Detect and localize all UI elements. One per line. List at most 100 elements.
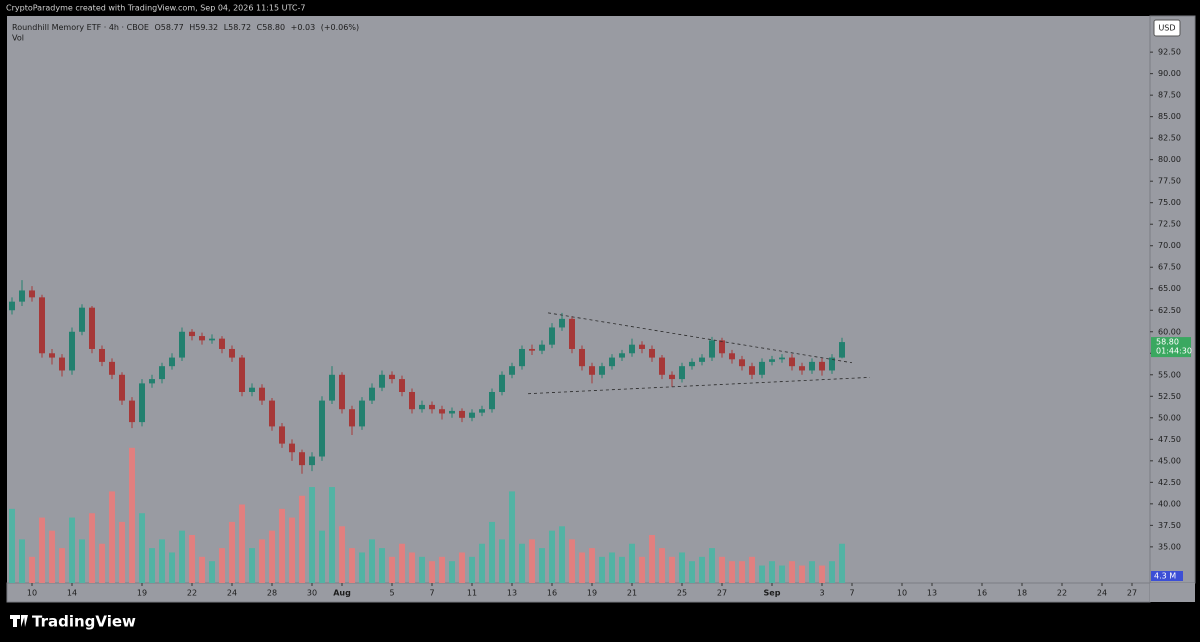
- candle-body: [359, 400, 365, 427]
- candle-body: [769, 359, 775, 362]
- currency-button[interactable]: [1153, 19, 1181, 37]
- x-tick-label: 3: [819, 589, 824, 598]
- y-tick-label: 80.00: [1158, 155, 1181, 164]
- volume-bar: [479, 543, 485, 583]
- volume-bar: [459, 552, 465, 583]
- volume-bar: [529, 539, 535, 583]
- candle-body: [319, 400, 325, 457]
- volume-bar: [499, 539, 505, 583]
- candle-body: [159, 366, 165, 380]
- brand: TradingView: [32, 613, 136, 631]
- volume-bar: [489, 521, 495, 583]
- y-tick-label: 82.50: [1158, 134, 1181, 143]
- candle-body: [729, 353, 735, 360]
- candle-body: [69, 331, 75, 371]
- candle-body: [89, 307, 95, 349]
- volume-bar: [729, 561, 735, 583]
- candle-body: [679, 366, 685, 380]
- candle-body: [799, 366, 805, 371]
- candle-body: [29, 290, 35, 298]
- candle-body: [399, 379, 405, 392]
- volume-bar: [239, 504, 245, 583]
- ohlc-name: L: [224, 23, 229, 32]
- volume-bar: [229, 521, 235, 583]
- ohlc-name: C: [257, 23, 263, 32]
- candle-body: [659, 357, 665, 375]
- volume-bar: [209, 561, 215, 583]
- candle-body: [809, 361, 815, 371]
- volume-bar: [259, 539, 265, 583]
- candle-body: [109, 361, 115, 375]
- candle-body: [9, 301, 15, 311]
- volume-bar: [49, 530, 55, 583]
- ohlc-value: 58.80: [262, 23, 285, 32]
- volume-bar: [609, 552, 615, 583]
- volume-bar: [449, 561, 455, 583]
- x-tick-label: 13: [507, 589, 517, 598]
- y-tick-label: 67.50: [1158, 263, 1181, 272]
- candle-body: [169, 357, 175, 367]
- candle-body: [499, 374, 505, 392]
- candle-body: [459, 410, 465, 418]
- y-tick-label: 55.00: [1158, 370, 1181, 379]
- candle-body: [219, 338, 225, 349]
- x-tick-label: Aug: [333, 589, 351, 598]
- candle-body: [819, 361, 825, 371]
- volume-ma-box: [1151, 571, 1183, 581]
- y-tick-label: 77.50: [1158, 177, 1181, 186]
- volume-bar: [669, 556, 675, 583]
- candle-body: [259, 387, 265, 401]
- volume-bar: [819, 565, 825, 583]
- candle-body: [539, 344, 545, 351]
- candle-body: [279, 426, 285, 444]
- volume-bar: [619, 556, 625, 583]
- candle-body: [509, 366, 515, 375]
- candle-body: [779, 357, 785, 360]
- volume-bar: [549, 530, 555, 583]
- y-tick-label: 62.50: [1158, 306, 1181, 315]
- candle-body: [639, 344, 645, 349]
- y-tick-label: 40.00: [1158, 499, 1181, 508]
- y-tick-label: 90.00: [1158, 69, 1181, 78]
- candle-body: [99, 348, 105, 362]
- candle-body: [309, 456, 315, 466]
- currency[interactable]: USD: [1158, 24, 1175, 33]
- y-tick-label: 87.50: [1158, 91, 1181, 100]
- candle-body: [199, 336, 205, 341]
- x-tick-label: 27: [717, 589, 727, 598]
- volume-bar: [249, 548, 255, 583]
- volume-bar: [749, 556, 755, 583]
- volume-bar: [299, 495, 305, 583]
- volume-bar: [589, 548, 595, 583]
- volume-bar: [399, 543, 405, 583]
- candle-body: [719, 340, 725, 354]
- y-tick-label: 50.00: [1158, 413, 1181, 422]
- y-tick-label: 52.50: [1158, 392, 1181, 401]
- x-tick-label: Sep: [764, 589, 781, 598]
- volume-bar: [219, 548, 225, 583]
- candle-body: [349, 409, 355, 427]
- volume-bar: [539, 548, 545, 583]
- volume-bar: [99, 543, 105, 583]
- x-tick-label: 10: [897, 589, 907, 598]
- legend: Roundhill Memory ETF · 4h · CBOE O58.77 …: [12, 23, 359, 32]
- y-tick-label: 60.00: [1158, 327, 1181, 336]
- volume-bar: [699, 556, 705, 583]
- volume-bar: [739, 561, 745, 583]
- volume-bar: [419, 556, 425, 583]
- volume-bar: [109, 491, 115, 583]
- y-tick-label: 42.50: [1158, 478, 1181, 487]
- y-tick-label: 35.00: [1158, 542, 1181, 551]
- candle-body: [409, 391, 415, 410]
- x-tick-label: 19: [587, 589, 597, 598]
- x-tick-label: 18: [1017, 589, 1027, 598]
- volume-bar: [269, 530, 275, 583]
- ohlc-name: H: [189, 23, 195, 32]
- volume-bar: [369, 539, 375, 583]
- candle-body: [549, 327, 555, 345]
- y-tick-label: 65.00: [1158, 284, 1181, 293]
- candle-body: [789, 357, 795, 367]
- candle-body: [469, 412, 475, 418]
- candle-body: [249, 387, 255, 392]
- x-tick-label: 16: [977, 589, 987, 598]
